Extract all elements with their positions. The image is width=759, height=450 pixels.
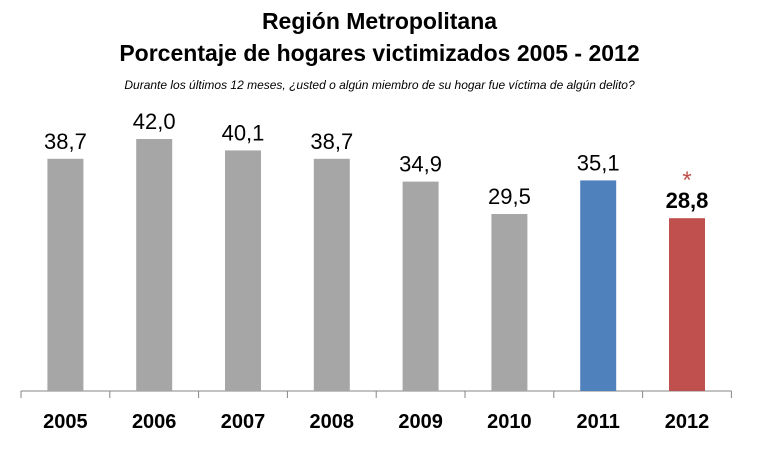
data-label-2006: 42,0 — [133, 109, 176, 134]
x-tick-label-2010: 2010 — [487, 411, 532, 433]
data-label-2010: 29,5 — [488, 184, 531, 209]
data-label-2007: 40,1 — [222, 120, 265, 145]
data-label-2009: 34,9 — [399, 152, 442, 177]
data-label-2011: 35,1 — [577, 150, 620, 175]
x-tick-label-2005: 2005 — [43, 411, 88, 433]
bar-2008 — [313, 158, 350, 391]
bar-2010 — [491, 214, 528, 391]
data-label-2005: 38,7 — [44, 129, 87, 154]
x-tick-label-2009: 2009 — [398, 411, 443, 433]
chart-title: Región Metropolitana — [261, 8, 498, 34]
bar-2012 — [669, 218, 705, 391]
x-tick-label-2008: 2008 — [310, 411, 355, 433]
bar-2005 — [47, 158, 84, 391]
data-label-2008: 38,7 — [310, 129, 353, 154]
x-tick-label-2012: 2012 — [665, 411, 710, 433]
chart-subtitle: Porcentaje de hogares victimizados 2005 … — [119, 40, 640, 66]
x-tick-label-2011: 2011 — [577, 411, 620, 433]
significance-asterisk: * — [682, 167, 691, 194]
survey-question: Durante los últimos 12 meses, ¿usted o a… — [124, 78, 635, 92]
x-tick-label-2006: 2006 — [132, 411, 177, 433]
bar-2006 — [136, 139, 173, 391]
data-label-2012: 28,8 — [666, 188, 709, 213]
bar-2009 — [402, 181, 439, 391]
x-tick-label-2007: 2007 — [221, 411, 266, 433]
bar-2011 — [580, 180, 617, 391]
bar-2007 — [225, 150, 261, 391]
